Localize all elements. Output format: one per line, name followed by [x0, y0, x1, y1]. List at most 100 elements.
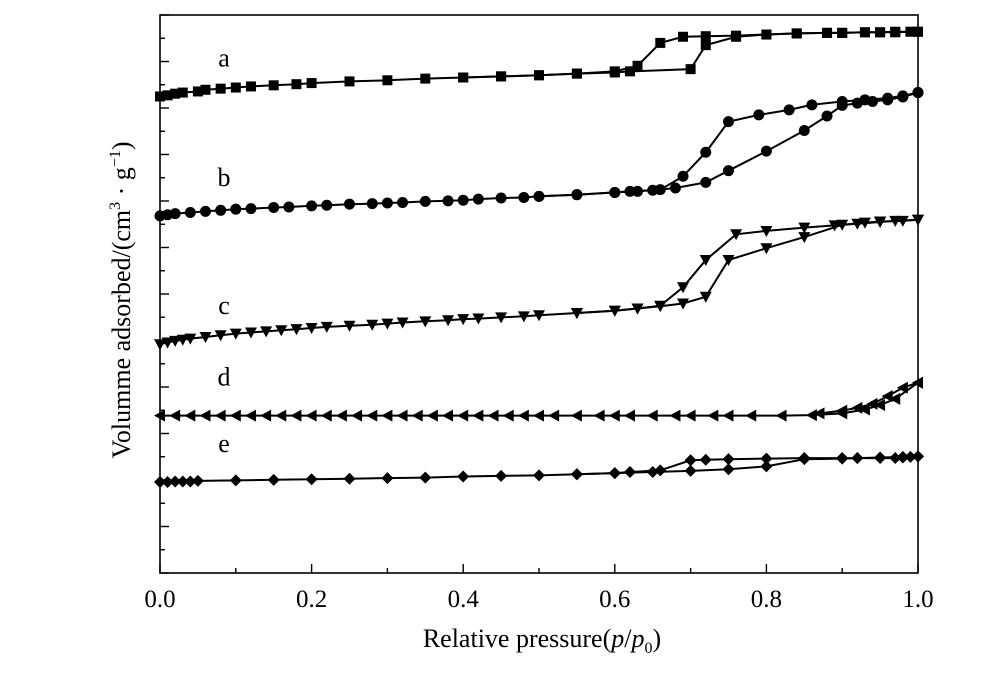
data-point-triangle-left [593, 409, 605, 422]
data-point-triangle-down [495, 312, 508, 324]
data-point-circle [268, 202, 280, 214]
data-point-triangle-down [320, 321, 333, 333]
data-point-circle [669, 182, 681, 194]
data-point-triangle-down [851, 218, 864, 230]
data-point-circle [199, 205, 211, 217]
data-point-circle [381, 197, 393, 209]
data-point-triangle-down [396, 317, 409, 329]
data-point-triangle-left [275, 409, 287, 422]
data-point-diamond [184, 475, 197, 488]
data-point-circle [632, 185, 644, 197]
data-point-triangle-left [623, 409, 635, 422]
data-point-diamond [419, 471, 432, 484]
data-point-triangle-left [457, 409, 469, 422]
data-point-triangle-down [730, 229, 743, 241]
series-b-desorption-line [538, 91, 919, 198]
data-point-diamond [722, 453, 735, 466]
data-point-diamond [229, 474, 242, 487]
data-point-triangle-left [244, 409, 256, 422]
series-label-a: a [218, 43, 230, 72]
data-point-triangle-down [244, 327, 257, 339]
data-point-diamond [343, 472, 356, 485]
data-point-square [678, 31, 689, 42]
data-point-triangle-left [548, 409, 560, 422]
data-point-triangle-left [608, 409, 620, 422]
data-point-triangle-down [260, 326, 273, 338]
data-point-circle [882, 92, 894, 104]
data-point-diamond [912, 450, 924, 463]
data-point-square [200, 84, 211, 95]
data-point-triangle-left [836, 404, 848, 417]
data-point-triangle-left [851, 401, 863, 414]
data-point-triangle-down [699, 254, 712, 266]
data-point-diamond [760, 452, 773, 465]
data-point-circle [245, 203, 257, 215]
data-point-triangle-left [290, 409, 302, 422]
data-point-triangle-left [229, 409, 241, 422]
data-point-circle [169, 208, 181, 220]
data-point-diamond [267, 473, 280, 486]
data-point-diamond [154, 476, 166, 489]
data-point-circle [700, 176, 712, 188]
series-b: b [154, 87, 924, 222]
data-point-diamond [836, 452, 849, 465]
data-point-circle [609, 186, 621, 198]
data-point-triangle-left [396, 409, 408, 422]
data-point-triangle-left [896, 381, 908, 394]
data-point-triangle-down [305, 323, 318, 335]
data-point-circle [533, 190, 545, 202]
series-d: d [154, 363, 923, 422]
series-a: a [155, 26, 923, 102]
data-point-triangle-left [570, 409, 582, 422]
data-point-triangle-down [229, 328, 242, 340]
data-point-diamond [798, 452, 811, 465]
data-point-square [890, 26, 901, 37]
data-point-circle [806, 99, 818, 111]
data-point-triangle-down [517, 311, 530, 323]
data-point-circle [912, 87, 924, 99]
data-point-square [291, 79, 302, 90]
data-point-diamond [191, 474, 204, 487]
series-c-desorption-line [576, 218, 919, 314]
data-point-circle [495, 192, 507, 204]
data-point-triangle-down [654, 300, 667, 312]
data-point-circle [760, 145, 772, 157]
data-point-diamond [495, 469, 508, 482]
data-point-circle [366, 198, 378, 210]
data-point-triangle-left [199, 409, 211, 422]
data-point-triangle-left [912, 376, 923, 389]
data-point-triangle-left [154, 409, 165, 422]
data-point-triangle-down [889, 215, 902, 227]
data-point-square [655, 37, 666, 48]
data-point-square [245, 81, 256, 92]
x-tick-label: 0.6 [599, 586, 630, 613]
data-point-triangle-left [813, 407, 825, 420]
data-point-diamond [851, 452, 864, 465]
data-point-square [420, 73, 431, 84]
data-point-triangle-left [722, 409, 734, 422]
data-point-circle [783, 104, 795, 116]
data-point-triangle-down [343, 320, 356, 332]
data-point-circle [321, 199, 333, 211]
data-point-triangle-down [608, 305, 621, 317]
data-point-triangle-left [646, 409, 658, 422]
data-point-triangle-down [677, 298, 690, 310]
data-point-diamond [608, 467, 621, 480]
data-point-circle [654, 184, 666, 196]
data-point-triangle-left [260, 409, 272, 422]
series-c: c [154, 214, 924, 351]
data-point-diamond [654, 464, 667, 477]
data-point-circle [700, 146, 712, 158]
data-point-triangle-down [722, 254, 735, 266]
plot-area-border [159, 14, 919, 574]
data-point-square [609, 66, 620, 77]
data-point-triangle-left [707, 409, 719, 422]
data-point-circle [215, 204, 227, 216]
data-point-square [700, 40, 711, 51]
data-point-triangle-down [275, 325, 288, 337]
data-point-circle [283, 201, 295, 213]
data-point-triangle-left [184, 409, 196, 422]
data-point-circle [442, 195, 454, 207]
data-point-triangle-down [798, 232, 811, 244]
